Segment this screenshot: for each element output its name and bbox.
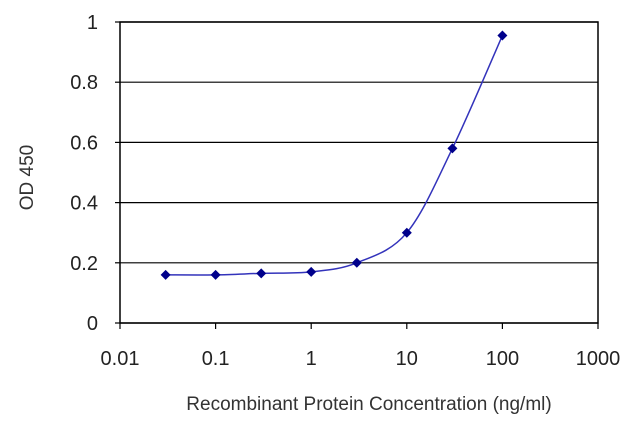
data-point [306,266,317,277]
x-tick-label: 0.1 [202,348,230,370]
x-axis: 0.01 0.1 1 10 100 1000 [101,323,621,370]
x-axis-label: Recombinant Protein Concentration (ng/ml… [186,394,551,415]
y-tick-label: 0.8 [70,72,98,94]
data-point [447,143,458,154]
y-tick-label: 0.4 [70,193,98,215]
data-point [351,257,362,268]
data-point [401,227,412,238]
y-tick-label: 0.2 [70,253,98,275]
x-tick-label: 100 [486,348,519,370]
data-point [256,268,267,279]
data-point [210,269,221,280]
x-tick-label: 10 [396,348,418,370]
y-tick-label: 0 [87,313,98,335]
plot-area [119,21,599,324]
y-axis-label: OD 450 [17,145,38,210]
series-line [165,35,504,276]
grid-lines [120,21,598,324]
x-tick-label: 1000 [576,348,621,370]
y-axis: 0 0.2 0.4 0.6 0.8 1 [70,12,120,335]
x-tick-label: 1 [306,348,317,370]
x-tick-label: 0.01 [101,348,140,370]
data-point [160,269,171,280]
y-tick-label: 0.6 [70,132,98,154]
data-points [160,30,508,280]
data-point [497,30,508,41]
y-tick-label: 1 [87,12,98,34]
